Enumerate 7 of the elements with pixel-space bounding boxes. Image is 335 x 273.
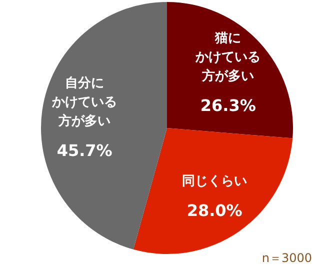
slice-label: 猫にかけている方が多い (194, 30, 262, 86)
slice-label: 自分にかけている方が多い (51, 74, 118, 131)
data-label: 26.3% (199, 96, 257, 115)
data-label: 45.7% (56, 140, 114, 160)
slice-label: 同じくらい (181, 173, 248, 192)
text: n＝3000 (262, 251, 312, 265)
data-label: 28.0% (186, 201, 244, 220)
